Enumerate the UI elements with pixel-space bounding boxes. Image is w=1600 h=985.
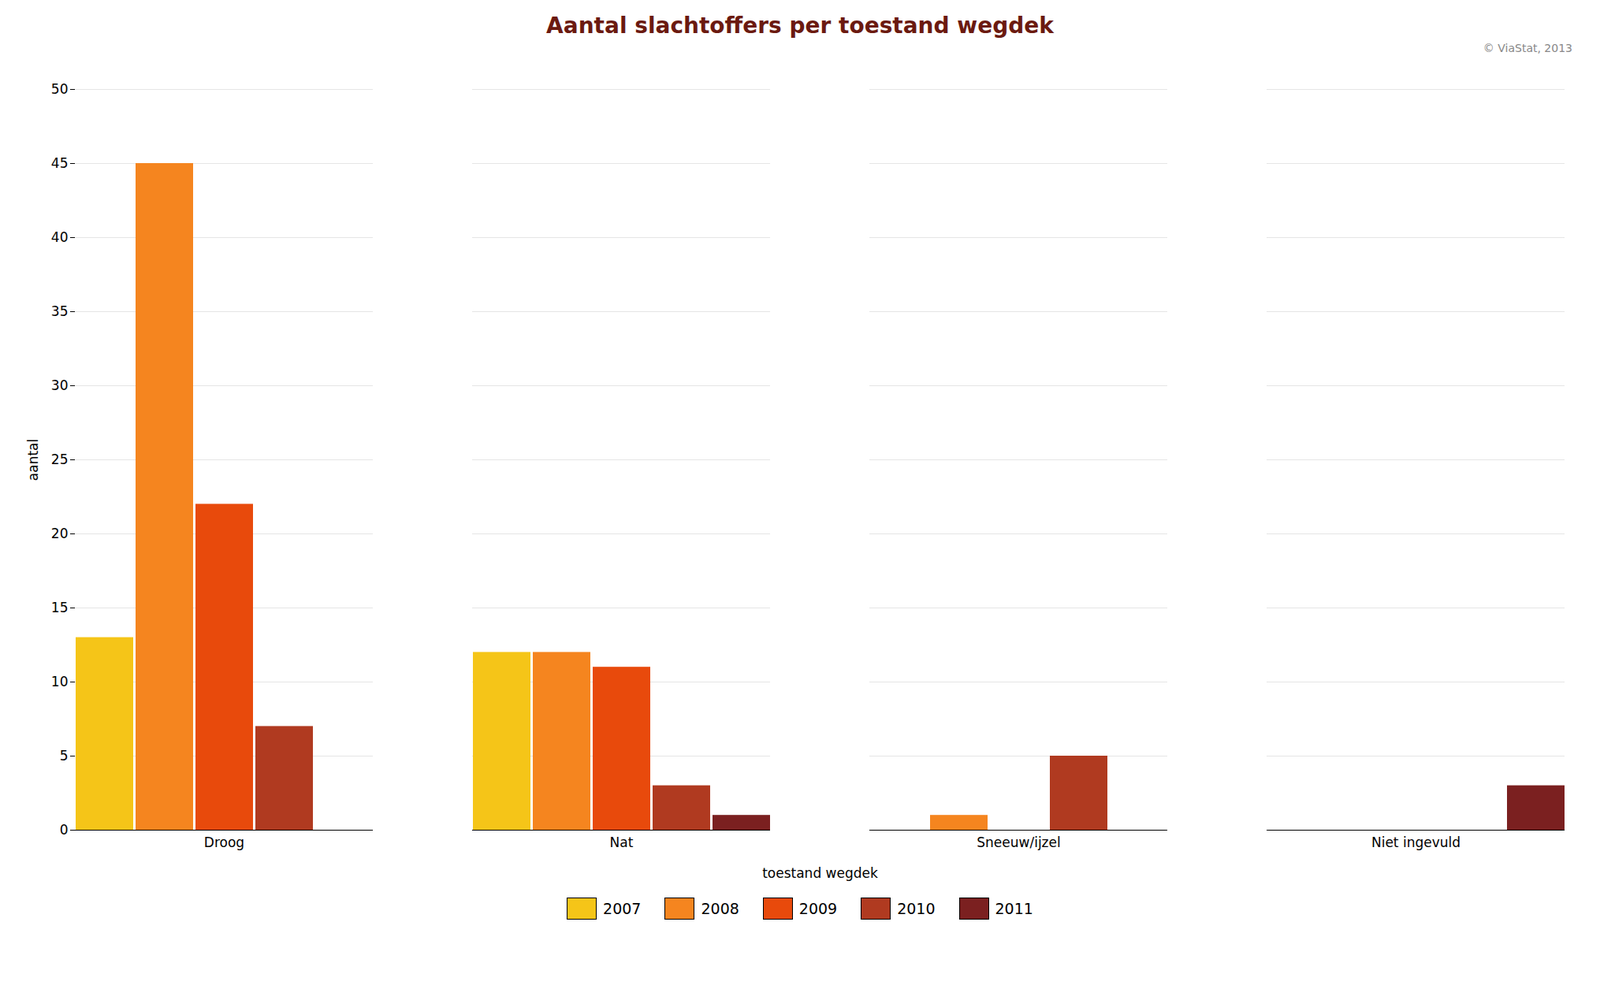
svg-text:toestand wegdek: toestand wegdek [762,865,879,882]
svg-text:50: 50 [51,81,69,97]
svg-text:25: 25 [51,451,69,468]
svg-text:15: 15 [51,599,69,616]
svg-text:35: 35 [51,303,69,320]
svg-text:Nat: Nat [610,834,634,851]
svg-text:aantal: aantal [25,439,41,481]
html-text:2011: 2011 [995,900,1034,918]
svg-text:30: 30 [51,377,69,394]
html-text:2009: 2009 [799,900,838,918]
html-text:Aantal slachtoffers per toesta: Aantal slachtoffers per toestand wegdek [546,12,1054,39]
svg-text:Niet ingevuld: Niet ingevuld [1371,834,1461,851]
html-text:2008: 2008 [701,900,740,918]
html-text:© ViaStat, 2013: © ViaStat, 2013 [1483,41,1573,55]
svg-text:Droog: Droog [204,834,245,851]
svg-text:40: 40 [51,229,69,246]
html-text:2010: 2010 [897,900,936,918]
svg-text:0: 0 [59,822,69,838]
svg-text:10: 10 [51,673,69,690]
svg-text:45: 45 [51,155,69,172]
html-text:2007: 2007 [603,900,642,918]
svg-text:20: 20 [51,525,69,542]
svg-text:Sneeuw/ijzel: Sneeuw/ijzel [976,834,1061,851]
svg-text:5: 5 [59,747,69,764]
